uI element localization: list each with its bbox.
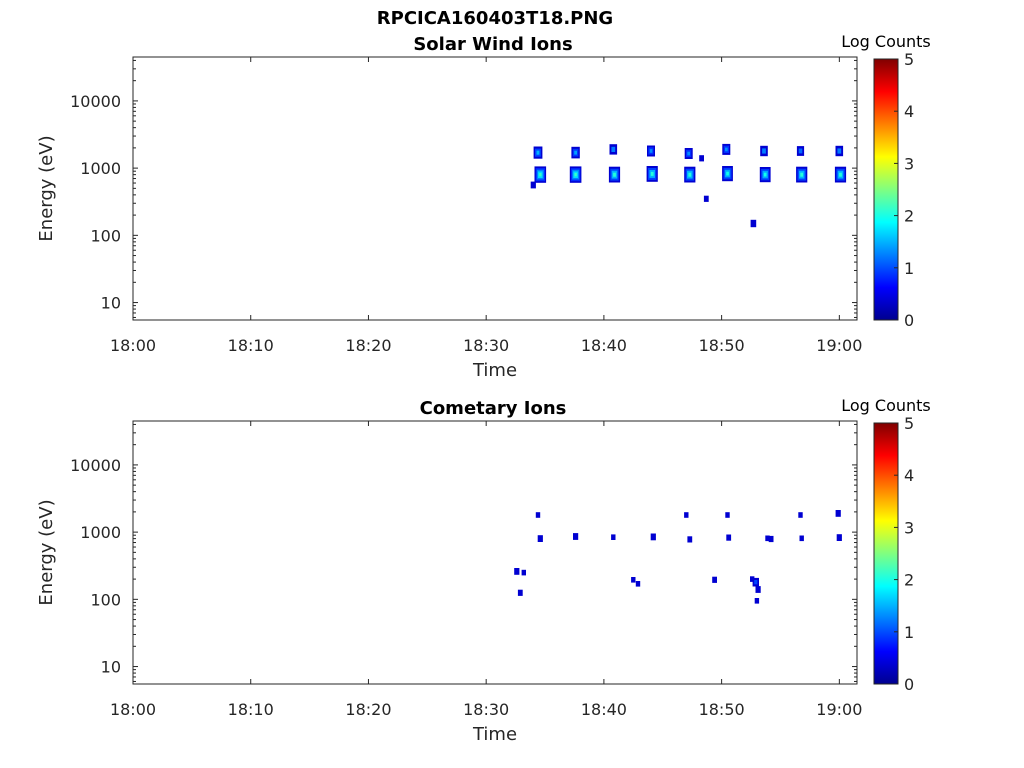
heatmap-cell xyxy=(684,512,689,518)
heatmap-cell xyxy=(631,577,636,583)
heatmap-cell xyxy=(768,535,774,543)
heatmap-cell xyxy=(755,586,761,593)
plot-frame xyxy=(132,56,858,321)
heatmap-cells xyxy=(530,143,847,228)
heatmap-cell xyxy=(837,148,842,154)
panel-title: Cometary Ions xyxy=(420,398,567,419)
heatmap-cell xyxy=(800,172,804,177)
colorbar-tick-label: 5 xyxy=(904,414,914,433)
x-tick-label: 18:50 xyxy=(699,336,745,355)
heatmap-cell xyxy=(703,195,709,202)
y-tick-label: 10 xyxy=(101,658,121,677)
heatmap-cell xyxy=(798,512,803,518)
heatmap-cell xyxy=(537,535,543,542)
heatmap-cell xyxy=(535,512,541,518)
colorbar-tick-label: 5 xyxy=(904,50,914,69)
heatmap-cell xyxy=(726,171,729,176)
y-tick-label: 100 xyxy=(90,590,121,609)
x-tick-label: 18:00 xyxy=(110,700,156,719)
heatmap-cell xyxy=(521,569,526,576)
x-tick-label: 18:20 xyxy=(345,336,391,355)
heatmap-cell xyxy=(835,510,841,517)
heatmap-cell xyxy=(725,512,730,518)
panel-cometary: 18:00 18:10 18:20 18:30 18:40 18:50 19:00 Time 1… xyxy=(36,396,931,745)
colorbar-tick-label: 2 xyxy=(904,207,914,226)
x-tick-label: 19:00 xyxy=(816,700,862,719)
heatmap-cell xyxy=(712,576,717,583)
heatmap-cell xyxy=(726,534,732,541)
heatmap-cell xyxy=(613,172,616,177)
heatmap-cell xyxy=(514,568,520,575)
colorbar-tick-label: 0 xyxy=(904,675,914,694)
heatmap-cell xyxy=(530,181,536,189)
colorbar-label: Log Counts xyxy=(841,396,931,415)
x-tick-label: 18:00 xyxy=(110,336,156,355)
heatmap-cell xyxy=(799,535,804,542)
panel-solar-wind: 18:00 18:10 18:20 18:30 18:40 18:50 19:00 Time 1… xyxy=(36,32,931,381)
x-axis-label: Time xyxy=(472,360,517,381)
colorbar-tick-label: 2 xyxy=(904,571,914,590)
heatmap-cell xyxy=(725,147,728,152)
colorbar-tick-label: 1 xyxy=(904,259,914,278)
x-tick-label: 18:30 xyxy=(463,700,509,719)
x-tick-label: 18:10 xyxy=(228,700,274,719)
heatmap-cell xyxy=(750,576,755,582)
colorbar-tick-label: 3 xyxy=(904,154,914,173)
heatmap-cell xyxy=(536,150,540,155)
heatmap-cell xyxy=(649,149,653,153)
heatmap-cell xyxy=(688,172,692,177)
y-tick-label: 100 xyxy=(90,226,121,245)
x-tick-label: 18:20 xyxy=(345,700,391,719)
colorbar-tick-label: 1 xyxy=(904,623,914,642)
heatmap-cell xyxy=(517,589,523,596)
heatmap-cell xyxy=(650,171,654,176)
colorbar-tick-label: 3 xyxy=(904,518,914,537)
y-tick-label: 10000 xyxy=(70,456,121,475)
colorbar-label: Log Counts xyxy=(841,32,931,51)
heatmap-cell xyxy=(762,148,766,154)
y-tick-label: 10 xyxy=(101,294,121,313)
y-tick-label: 1000 xyxy=(80,159,121,178)
heatmap-cells xyxy=(514,510,842,604)
heatmap-cell xyxy=(574,150,577,155)
colorbar-tick-label: 4 xyxy=(904,466,914,485)
colorbar xyxy=(873,58,899,321)
heatmap-cell xyxy=(539,173,542,177)
x-tick-label: 18:40 xyxy=(581,336,627,355)
panel-title: Solar Wind Ions xyxy=(413,34,572,55)
y-tick-label: 10000 xyxy=(70,92,121,111)
x-tick-label: 19:00 xyxy=(816,336,862,355)
heatmap-cell xyxy=(687,536,693,543)
colorbar-tick-label: 0 xyxy=(904,311,914,330)
plot-frame xyxy=(132,420,858,685)
heatmap-cell xyxy=(635,581,641,587)
heatmap-cell xyxy=(836,534,842,541)
x-tick-label: 18:30 xyxy=(463,336,509,355)
x-tick-label: 18:40 xyxy=(581,700,627,719)
heatmap-cell xyxy=(611,146,616,152)
figure-title: RPCICA160403T18.PNG xyxy=(377,8,613,29)
colorbar-tick-label: 4 xyxy=(904,102,914,121)
colorbar xyxy=(873,422,899,685)
heatmap-cell xyxy=(754,598,760,604)
heatmap-cell xyxy=(750,219,757,228)
heatmap-cell xyxy=(798,148,803,154)
heatmap-cell xyxy=(611,534,616,540)
heatmap-cell xyxy=(763,172,767,177)
heatmap-cell xyxy=(839,172,842,177)
y-axis-label: Energy (eV) xyxy=(36,135,57,241)
heatmap-cell xyxy=(754,580,758,585)
x-tick-label: 18:10 xyxy=(228,336,274,355)
y-axis-label: Energy (eV) xyxy=(36,499,57,605)
x-axis-label: Time xyxy=(472,724,517,745)
y-tick-label: 1000 xyxy=(80,523,121,542)
heatmap-cell xyxy=(650,533,656,541)
heatmap-cell xyxy=(699,155,704,162)
heatmap-cell xyxy=(765,535,770,542)
heatmap-cell xyxy=(687,151,690,156)
x-tick-label: 18:50 xyxy=(699,700,745,719)
heatmap-cell xyxy=(573,533,579,540)
heatmap-cell xyxy=(574,173,577,177)
